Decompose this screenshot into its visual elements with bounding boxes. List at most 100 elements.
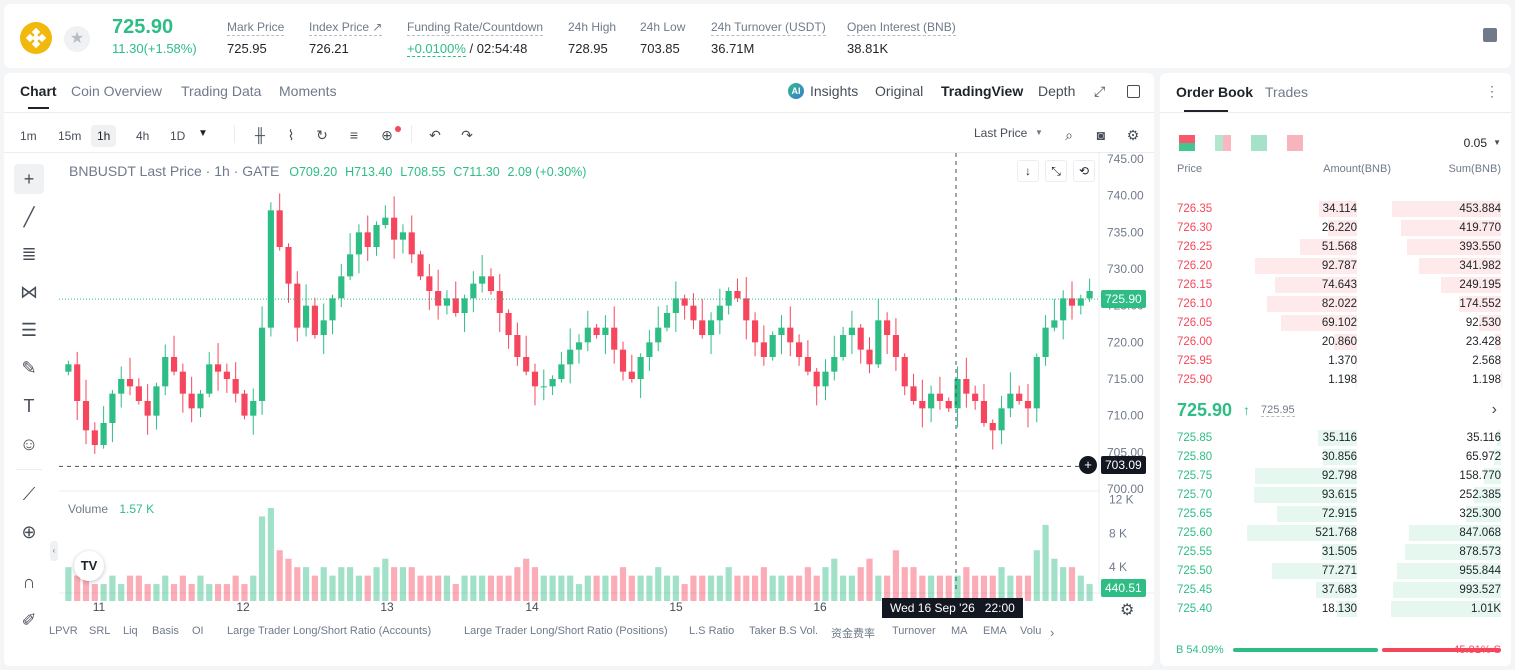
- layout-buy-icon[interactable]: [1251, 135, 1267, 151]
- indicator-ma[interactable]: MA: [951, 625, 968, 637]
- document-icon[interactable]: [1483, 28, 1497, 42]
- caret-down-icon[interactable]: ▼: [1035, 128, 1043, 137]
- brush-tool-icon[interactable]: ✎: [21, 358, 37, 378]
- collapse-icon[interactable]: ⤡: [1045, 160, 1067, 182]
- stat-24h-turnover[interactable]: 24h Turnover (USDT) 36.71M: [711, 18, 826, 56]
- stat-funding-rate[interactable]: Funding Rate/Countdown +0.0100% / 02:54:…: [407, 18, 544, 57]
- ask-row[interactable]: 726.35 34.114 453.884: [1160, 200, 1511, 219]
- indicator-volume[interactable]: Volu: [1020, 625, 1042, 637]
- search-icon[interactable]: ⌕: [1065, 127, 1073, 143]
- view-depth[interactable]: Depth: [1038, 83, 1076, 99]
- indicator-basis[interactable]: Basis: [152, 625, 179, 637]
- timeframe-1m[interactable]: 1m: [20, 129, 37, 143]
- timeframe-1h[interactable]: 1h: [91, 125, 117, 147]
- text-tool-icon[interactable]: T: [23, 396, 35, 416]
- chevron-right-icon[interactable]: ›: [1491, 401, 1497, 418]
- bid-row[interactable]: 725.75 92.798 158.770: [1160, 467, 1511, 486]
- chevron-down-icon[interactable]: ▼: [198, 128, 208, 139]
- bid-row[interactable]: 725.65 72.915 325.300: [1160, 505, 1511, 524]
- expand-icon[interactable]: ⤢: [1094, 83, 1106, 99]
- indicator-oi[interactable]: OI: [192, 625, 204, 637]
- ask-row[interactable]: 726.25 51.568 393.550: [1160, 238, 1511, 257]
- add-alert-icon[interactable]: +: [1079, 456, 1097, 474]
- chevron-right-icon[interactable]: ›: [1050, 625, 1055, 640]
- ask-row[interactable]: 725.90 1.198 1.198: [1160, 371, 1511, 390]
- replay-icon[interactable]: ↻: [316, 127, 328, 143]
- ask-row[interactable]: 726.10 82.022 174.552: [1160, 295, 1511, 314]
- tab-coin-overview[interactable]: Coin Overview: [71, 83, 163, 99]
- undo-icon[interactable]: ↶: [429, 127, 441, 143]
- templates-icon[interactable]: ≡: [349, 127, 359, 143]
- fib-tool-icon[interactable]: ☰: [20, 320, 38, 340]
- layout-buy-sell-icon[interactable]: [1215, 135, 1231, 151]
- timeframe-4h[interactable]: 4h: [136, 129, 150, 143]
- view-insights[interactable]: Insights: [810, 83, 859, 99]
- pencil-lock-tool-icon[interactable]: ✐: [21, 610, 37, 630]
- refresh-icon[interactable]: ⟲: [1073, 160, 1095, 182]
- indicator-lpvr[interactable]: LPVR: [49, 625, 78, 637]
- indicator-srl[interactable]: SRL: [89, 625, 111, 637]
- layout-sell-icon[interactable]: [1287, 135, 1303, 151]
- view-tradingview[interactable]: TradingView: [941, 83, 1024, 99]
- indicator-ls-ratio[interactable]: L.S Ratio: [689, 625, 735, 637]
- settings-gear-icon[interactable]: ⚙: [1126, 127, 1140, 143]
- candlestick-chart[interactable]: 745.00740.00735.00730.00725.00720.00715.…: [59, 153, 1154, 613]
- indicator-liq[interactable]: Liq: [123, 625, 138, 637]
- chart-settings-icon[interactable]: ⚙: [1120, 602, 1135, 619]
- chevron-down-icon[interactable]: ▼: [1493, 138, 1501, 147]
- tradingview-logo-icon[interactable]: TV: [74, 551, 104, 581]
- collapse-toolbar-icon[interactable]: ‹: [50, 541, 58, 561]
- ask-row[interactable]: 726.20 92.787 341.982: [1160, 257, 1511, 276]
- stat-mark-price[interactable]: Mark Price 725.95: [227, 18, 285, 56]
- tab-trades[interactable]: Trades: [1265, 84, 1309, 100]
- timeframe-1d[interactable]: 1D: [170, 129, 186, 143]
- indicator-ls-accounts[interactable]: Large Trader Long/Short Ratio (Accounts): [227, 625, 432, 637]
- indicator-funding-rate[interactable]: 资金费率: [831, 628, 875, 640]
- ask-row[interactable]: 726.15 74.643 249.195: [1160, 276, 1511, 295]
- ask-row[interactable]: 725.95 1.370 2.568: [1160, 352, 1511, 371]
- indicator-taker-vol[interactable]: Taker B.S Vol.: [749, 625, 819, 637]
- tab-order-book[interactable]: Order Book: [1176, 84, 1254, 100]
- bid-row[interactable]: 725.55 31.505 878.573: [1160, 543, 1511, 562]
- crosshair-tool-icon[interactable]: +: [14, 164, 44, 194]
- trend-line-tool-icon[interactable]: ╱: [23, 207, 35, 227]
- emoji-tool-icon[interactable]: ☺: [19, 434, 39, 454]
- scroll-down-icon[interactable]: ↓: [1017, 160, 1039, 182]
- ask-row[interactable]: 726.30 26.220 419.770: [1160, 219, 1511, 238]
- bid-row[interactable]: 725.60 521.768 847.068: [1160, 524, 1511, 543]
- tab-trading-data[interactable]: Trading Data: [181, 83, 262, 99]
- bid-row[interactable]: 725.45 37.683 993.527: [1160, 581, 1511, 600]
- view-original[interactable]: Original: [875, 83, 924, 99]
- bid-row[interactable]: 725.40 18.130 1.01K: [1160, 600, 1511, 619]
- precision-select[interactable]: 0.05: [1463, 136, 1487, 150]
- stat-open-interest[interactable]: Open Interest (BNB) 38.81K: [847, 18, 956, 56]
- magnet-tool-icon[interactable]: ∩: [22, 572, 36, 592]
- zoom-in-tool-icon[interactable]: ⊕: [21, 522, 37, 542]
- add-indicator-icon[interactable]: ⊕: [381, 127, 393, 143]
- ask-row[interactable]: 726.00 20.860 23.428: [1160, 333, 1511, 352]
- parallel-lines-tool-icon[interactable]: ≣: [21, 244, 37, 264]
- pattern-tool-icon[interactable]: ⋈: [20, 282, 38, 302]
- tab-chart[interactable]: Chart: [20, 83, 57, 109]
- price-type-select[interactable]: Last Price: [974, 126, 1028, 140]
- tab-moments[interactable]: Moments: [279, 83, 337, 99]
- bid-row[interactable]: 725.85 35.116 35.116: [1160, 429, 1511, 448]
- favorite-star-icon[interactable]: ★: [64, 26, 90, 52]
- indicator-turnover[interactable]: Turnover: [892, 625, 936, 637]
- redo-icon[interactable]: ↷: [461, 127, 473, 143]
- bid-row[interactable]: 725.80 30.856 65.972: [1160, 448, 1511, 467]
- indicators-icon[interactable]: ⌇: [287, 127, 295, 143]
- bid-row[interactable]: 725.50 77.271 955.844: [1160, 562, 1511, 581]
- window-icon[interactable]: [1127, 85, 1140, 98]
- candle-type-icon[interactable]: ╫: [255, 127, 265, 143]
- ask-row[interactable]: 726.05 69.102 92.530: [1160, 314, 1511, 333]
- camera-icon[interactable]: ◙: [1096, 127, 1106, 143]
- timeframe-15m[interactable]: 15m: [58, 129, 82, 143]
- indicator-ls-positions[interactable]: Large Trader Long/Short Ratio (Positions…: [464, 625, 668, 637]
- ruler-tool-icon[interactable]: ⟋: [22, 484, 36, 504]
- bid-row[interactable]: 725.70 93.615 252.385: [1160, 486, 1511, 505]
- more-options-icon[interactable]: ⋮: [1485, 83, 1499, 99]
- indicator-ema[interactable]: EMA: [983, 625, 1007, 637]
- stat-index-price[interactable]: Index Price ↗ 726.21: [309, 18, 383, 56]
- layout-both-icon[interactable]: [1179, 135, 1195, 151]
